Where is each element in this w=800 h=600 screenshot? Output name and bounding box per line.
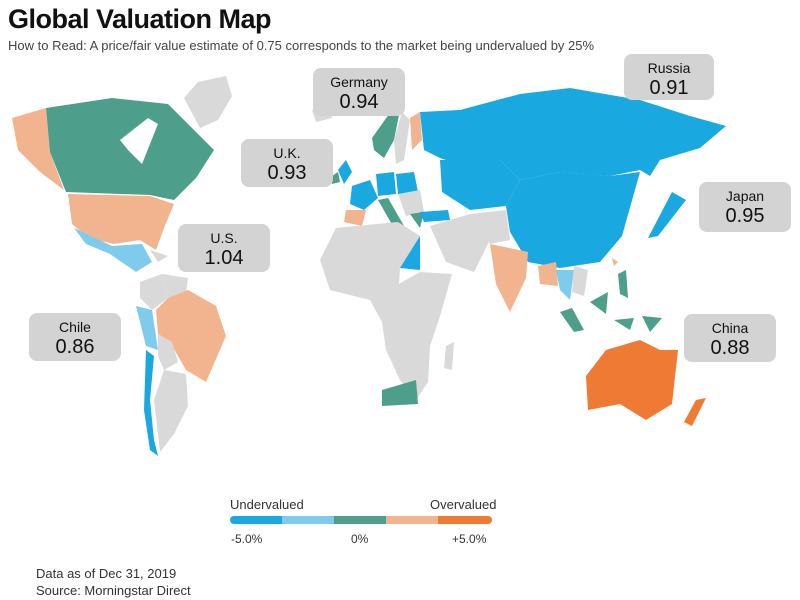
region-indonesia-1 (560, 308, 584, 332)
callout-russia-value: 0.91 (649, 77, 689, 99)
callout-germany-value: 0.94 (339, 91, 379, 113)
callout-china-name: China (711, 320, 749, 336)
region-greenland (184, 76, 232, 128)
region-poland (396, 172, 418, 194)
region-indochina (572, 266, 588, 296)
callout-chile-value: 0.86 (55, 336, 95, 358)
callout-japan-name: Japan (725, 188, 765, 204)
region-madagascar (444, 342, 454, 370)
footnote-date: Data as of Dec 31, 2019 (36, 566, 177, 581)
region-mongolia (560, 172, 610, 196)
region-australia (586, 340, 678, 420)
legend-scale-max: +5.0% (452, 532, 487, 546)
map-subtitle: How to Read: A price/fair value estimate… (8, 38, 595, 53)
callout-us-value: 1.04 (204, 247, 244, 269)
region-peru (136, 306, 158, 350)
region-ireland (332, 172, 340, 184)
callout-uk: U.K. 0.93 (241, 139, 333, 187)
legend-scale-mid: 0% (351, 532, 369, 546)
region-italy (378, 198, 404, 228)
region-colombia (140, 274, 168, 310)
callout-uk-name: U.K. (273, 145, 301, 161)
region-philippines (618, 270, 628, 298)
legend-scale-min: -5.0% (231, 532, 263, 546)
region-japan (648, 192, 686, 238)
region-usa (68, 194, 174, 250)
callout-germany: Germany 0.94 (313, 68, 405, 116)
region-uk (338, 160, 352, 184)
region-india (490, 244, 528, 312)
callout-chile-name: Chile (59, 319, 91, 335)
region-china (506, 172, 640, 268)
callout-japan-value: 0.95 (725, 205, 765, 227)
region-indonesia-4 (642, 316, 662, 332)
callout-germany-name: Germany (330, 74, 388, 90)
callout-uk-value: 0.93 (267, 162, 307, 184)
region-hudson-bay (120, 118, 158, 164)
region-indonesia-2 (590, 292, 608, 314)
callout-japan: Japan 0.95 (699, 182, 791, 232)
region-russia (420, 88, 726, 180)
region-south-africa (382, 380, 418, 406)
region-southern-africa (382, 322, 430, 400)
region-brazil (156, 290, 226, 382)
region-iran (470, 210, 510, 244)
region-middle-east (430, 214, 490, 272)
legend-swatch-over (386, 516, 438, 524)
callout-russia: Russia 0.91 (624, 54, 714, 100)
region-new-zealand (684, 398, 706, 426)
region-turkey (420, 210, 450, 222)
region-kazakhstan (440, 160, 520, 210)
region-alaska (12, 108, 64, 190)
region-spain (344, 210, 366, 226)
legend-swatch-fair (334, 516, 386, 524)
region-chile (144, 350, 158, 456)
callout-us: U.S. 1.04 (178, 224, 270, 272)
legend-swatch-deep-over (438, 516, 492, 524)
map-title: Global Valuation Map (8, 4, 272, 34)
region-indonesia-3 (614, 318, 634, 330)
region-greece (410, 212, 424, 228)
region-sweden (394, 112, 410, 164)
region-mexico (74, 228, 152, 272)
region-eastern-europe (398, 190, 424, 216)
callout-us-name: U.S. (210, 230, 238, 246)
footnote-source: Source: Morningstar Direct (36, 583, 191, 598)
legend-undervalued-label: Undervalued (230, 497, 304, 512)
legend-overvalued-label: Overvalued (430, 497, 497, 512)
region-southeast-asia (538, 262, 558, 286)
legend-swatch-deep-under (230, 516, 282, 524)
callout-china: China 0.88 (684, 314, 776, 362)
region-germany (376, 172, 396, 196)
region-argentina (154, 370, 188, 452)
region-north-africa (320, 222, 420, 300)
region-france (350, 180, 378, 210)
region-caribbean (150, 250, 168, 262)
callout-chile: Chile 0.86 (29, 313, 121, 361)
region-bolivia (158, 334, 178, 370)
callout-russia-name: Russia (647, 60, 691, 76)
legend-swatch-under (282, 516, 334, 524)
region-korea (612, 258, 618, 266)
region-finland (410, 112, 422, 150)
callout-china-value: 0.88 (710, 337, 750, 359)
region-venezuela (162, 274, 188, 298)
region-thailand (556, 270, 574, 300)
